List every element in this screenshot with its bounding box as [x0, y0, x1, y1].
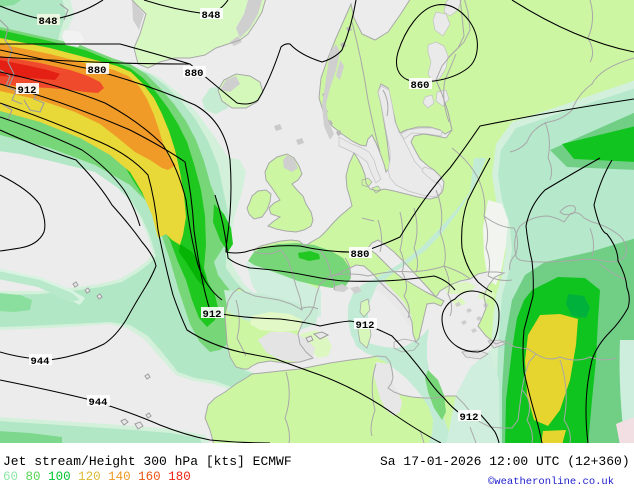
svg-text:944: 944: [89, 397, 108, 409]
svg-text:944: 944: [31, 356, 50, 368]
svg-text:880: 880: [185, 68, 204, 80]
svg-text:912: 912: [203, 309, 222, 321]
svg-text:848: 848: [202, 10, 221, 22]
svg-text:912: 912: [356, 320, 375, 332]
svg-text:848: 848: [39, 16, 58, 28]
svg-text:860: 860: [411, 80, 430, 92]
svg-text:912: 912: [18, 85, 37, 97]
svg-text:880: 880: [88, 65, 107, 77]
svg-text:912: 912: [460, 412, 479, 424]
svg-text:880: 880: [351, 249, 370, 261]
